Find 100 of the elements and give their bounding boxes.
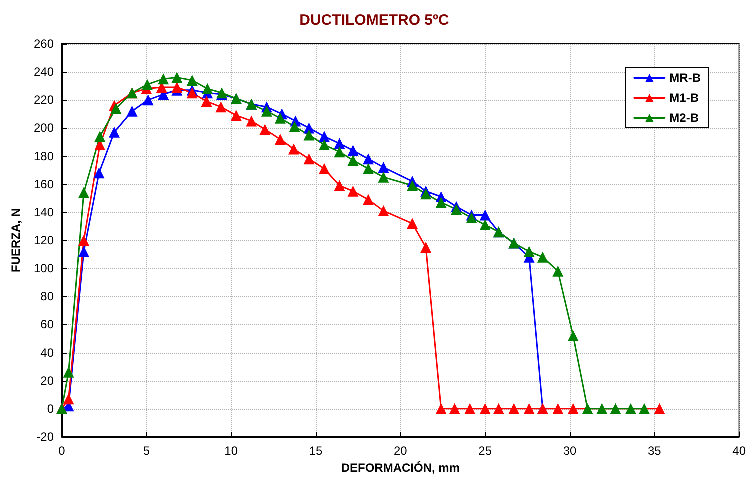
point (378, 162, 390, 174)
point (274, 112, 286, 124)
point (172, 72, 183, 84)
point (142, 79, 154, 90)
point (436, 197, 447, 208)
x-tick-label: 5 (143, 444, 150, 458)
point (378, 206, 390, 217)
x-tick-label: 30 (563, 444, 577, 458)
point (568, 330, 579, 342)
y-tick-label: 40 (40, 346, 54, 360)
point (508, 403, 520, 414)
point (94, 131, 106, 142)
point (63, 366, 74, 378)
point (610, 403, 622, 414)
point (78, 246, 90, 258)
point (334, 138, 346, 150)
point (480, 220, 491, 231)
y-tick-label: 60 (40, 318, 54, 332)
point (186, 88, 198, 99)
x-tick-label: 10 (224, 444, 238, 458)
point (289, 121, 300, 132)
x-axis-title: DEFORMACIÓN, mm (341, 460, 460, 475)
point (524, 403, 535, 414)
point (318, 163, 330, 174)
y-tick-label: 100 (34, 262, 54, 276)
point (348, 145, 359, 156)
point (493, 403, 504, 414)
point (552, 266, 564, 277)
legend-label: M1-B (670, 91, 700, 105)
chart-title: DUCTILOMETRO 5ºC (300, 12, 450, 29)
point (334, 146, 346, 158)
y-tick-label: 80 (40, 290, 54, 304)
y-axis-title: FUERZA, N (9, 208, 23, 272)
point (348, 154, 359, 166)
point (246, 116, 258, 127)
point (78, 187, 90, 198)
y-tick-label: 0 (47, 402, 54, 416)
point (451, 204, 462, 216)
point (201, 96, 212, 108)
point (78, 235, 90, 246)
x-tick-label: 0 (58, 444, 66, 458)
point (304, 154, 315, 165)
point (480, 403, 491, 414)
point (288, 144, 300, 155)
y-tick-label: -20 (36, 430, 54, 444)
point (172, 82, 183, 94)
point (654, 403, 666, 414)
point (524, 246, 535, 258)
y-tick-label: 200 (34, 121, 54, 136)
point (362, 163, 374, 174)
point (639, 403, 650, 414)
point (94, 168, 105, 179)
point (449, 403, 460, 414)
point (362, 154, 374, 165)
x-tick-label: 35 (648, 444, 662, 458)
point (126, 106, 138, 117)
point (63, 394, 74, 405)
point (186, 74, 198, 86)
point (142, 94, 154, 106)
point (552, 403, 564, 414)
point (348, 186, 359, 197)
point (158, 74, 170, 85)
point (568, 403, 579, 414)
point (216, 102, 227, 113)
point (420, 188, 432, 200)
y-tick-label: 160 (34, 177, 54, 192)
point (596, 403, 608, 414)
x-tick-label: 20 (394, 444, 408, 458)
y-tick-label: 220 (34, 93, 54, 108)
y-tick-label: 180 (34, 149, 54, 164)
point (436, 403, 447, 414)
point (407, 218, 418, 230)
point (260, 124, 271, 136)
point (537, 252, 548, 263)
point (334, 180, 346, 192)
point (464, 403, 476, 414)
point (480, 210, 491, 221)
point (318, 140, 330, 151)
x-tick-label: 25 (478, 444, 492, 458)
point (108, 126, 120, 138)
legend-label: M2-B (670, 111, 700, 125)
y-tick-label: 120 (34, 234, 54, 248)
point (625, 403, 636, 414)
x-tick-label: 40 (732, 444, 746, 458)
y-tick-label: 260 (34, 37, 54, 51)
point (378, 172, 390, 183)
point (202, 83, 214, 94)
point (261, 106, 272, 117)
x-tick-label: 15 (309, 444, 323, 458)
point (407, 180, 418, 192)
point (318, 131, 330, 142)
point (466, 212, 478, 224)
point (110, 103, 122, 114)
y-tick-label: 240 (34, 65, 54, 80)
point (582, 403, 594, 414)
point (230, 110, 242, 122)
point (362, 194, 374, 206)
point (304, 130, 315, 141)
point (420, 242, 432, 254)
point (274, 134, 286, 145)
